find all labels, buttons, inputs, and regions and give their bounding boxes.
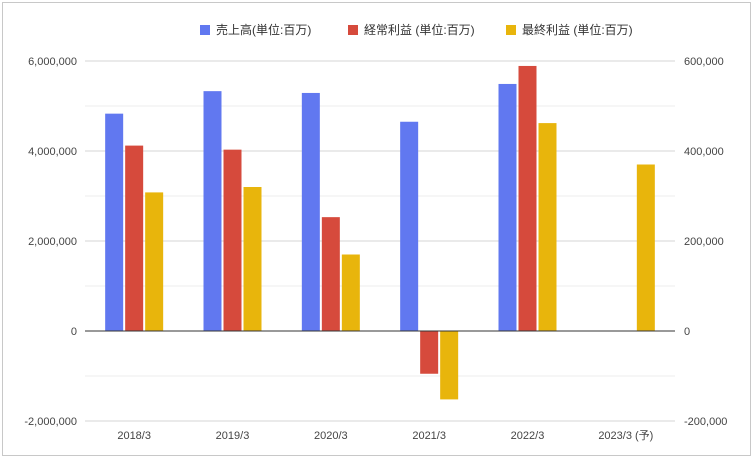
- right-tick-label: 0: [684, 326, 690, 338]
- bar-sales: [203, 91, 222, 332]
- x-tick-label: 2019/3: [216, 430, 250, 442]
- right-tick-label: 600,000: [684, 56, 724, 68]
- bar-sales: [105, 113, 124, 332]
- left-axis-ticks: 6,000,000 4,000,000 2,000,000 0 -2,000,000: [24, 56, 77, 428]
- bars: [105, 65, 655, 400]
- bar-ordinary-profit: [223, 149, 242, 331]
- right-axis-ticks: 600,000 400,000 200,000 0 -200,000: [684, 56, 727, 428]
- gridlines: [85, 60, 675, 422]
- legend-label: 最終利益 (単位:百万): [522, 22, 633, 37]
- left-tick-label: 4,000,000: [28, 146, 77, 158]
- bar-ordinary-profit: [125, 145, 144, 331]
- x-axis-ticks: 2018/3 2019/3 2020/3 2021/3 2022/3 2023/3 (予): [117, 429, 653, 442]
- bar-net-profit: [538, 123, 557, 331]
- left-tick-label: 6,000,000: [28, 56, 77, 68]
- x-tick-label: 2023/3 (予): [598, 429, 653, 442]
- bar-ordinary-profit: [420, 331, 439, 374]
- bar-net-profit: [636, 164, 655, 331]
- bar-ordinary-profit: [321, 217, 340, 331]
- bar-sales: [301, 92, 320, 331]
- left-tick-label: 2,000,000: [28, 236, 77, 248]
- bar-net-profit: [243, 187, 262, 331]
- x-tick-label: 2021/3: [412, 430, 446, 442]
- x-tick-label: 2018/3: [117, 430, 151, 442]
- legend-label: 売上高(単位:百万): [216, 22, 311, 37]
- right-tick-label: 400,000: [684, 146, 724, 158]
- legend-swatch: [200, 25, 210, 35]
- right-tick-label: -200,000: [684, 416, 727, 428]
- left-tick-label: -2,000,000: [24, 416, 77, 428]
- left-tick-label: 0: [71, 326, 77, 338]
- legend-label: 経常利益 (単位:百万): [364, 22, 475, 37]
- bar-sales: [400, 121, 419, 331]
- bar-net-profit: [440, 331, 459, 400]
- bar-net-profit: [341, 254, 360, 331]
- legend: 売上高(単位:百万) 経常利益 (単位:百万) 最終利益 (単位:百万): [200, 22, 633, 37]
- bar-sales: [498, 83, 517, 331]
- right-tick-label: 200,000: [684, 236, 724, 248]
- legend-swatch: [348, 25, 358, 35]
- x-tick-label: 2022/3: [511, 430, 545, 442]
- bar-net-profit: [145, 192, 164, 331]
- x-tick-label: 2020/3: [314, 430, 348, 442]
- bar-ordinary-profit: [518, 65, 537, 331]
- legend-swatch: [506, 25, 516, 35]
